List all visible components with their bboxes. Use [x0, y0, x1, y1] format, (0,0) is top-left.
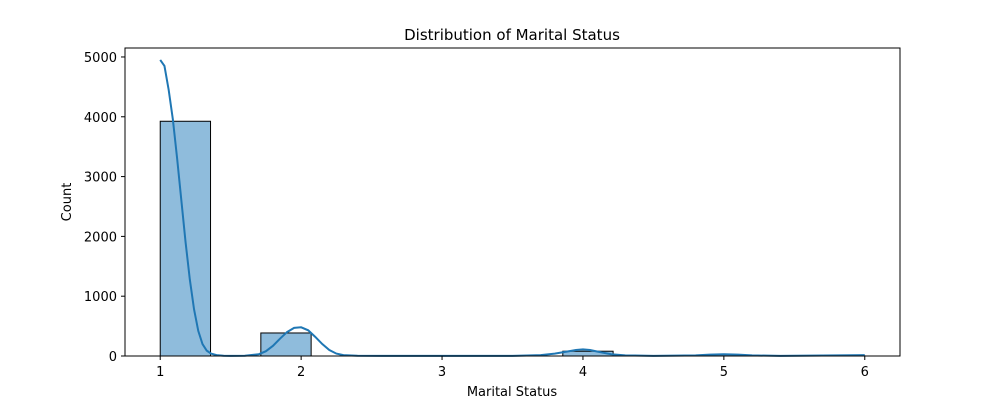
plot-frame [124, 47, 901, 357]
y-tick-label: 4000 [84, 111, 117, 126]
x-tick-label: 1 [156, 365, 164, 380]
y-tick-label: 0 [109, 350, 117, 365]
histogram-bars [159, 120, 866, 357]
x-tick-label: 5 [720, 365, 728, 380]
y-tick-label: 5000 [84, 51, 117, 66]
y-tick-label: 2000 [84, 230, 117, 245]
x-axis-ticks: 1 2 3 4 5 6 [156, 356, 869, 380]
x-tick-label: 4 [579, 365, 587, 380]
x-tick-label: 3 [438, 365, 446, 380]
y-tick-label: 1000 [84, 290, 117, 305]
chart-title: Distribution of Marital Status [404, 26, 620, 44]
y-axis-label: Count [60, 183, 75, 222]
x-axis-label: Marital Status [467, 385, 558, 400]
y-axis-ticks: 0 1000 2000 3000 4000 5000 [84, 51, 125, 365]
x-tick-label: 2 [297, 365, 305, 380]
kde-curve [159, 59, 865, 357]
x-tick-label: 6 [861, 365, 869, 380]
histogram-bar [260, 332, 312, 357]
y-tick-label: 3000 [84, 171, 117, 186]
